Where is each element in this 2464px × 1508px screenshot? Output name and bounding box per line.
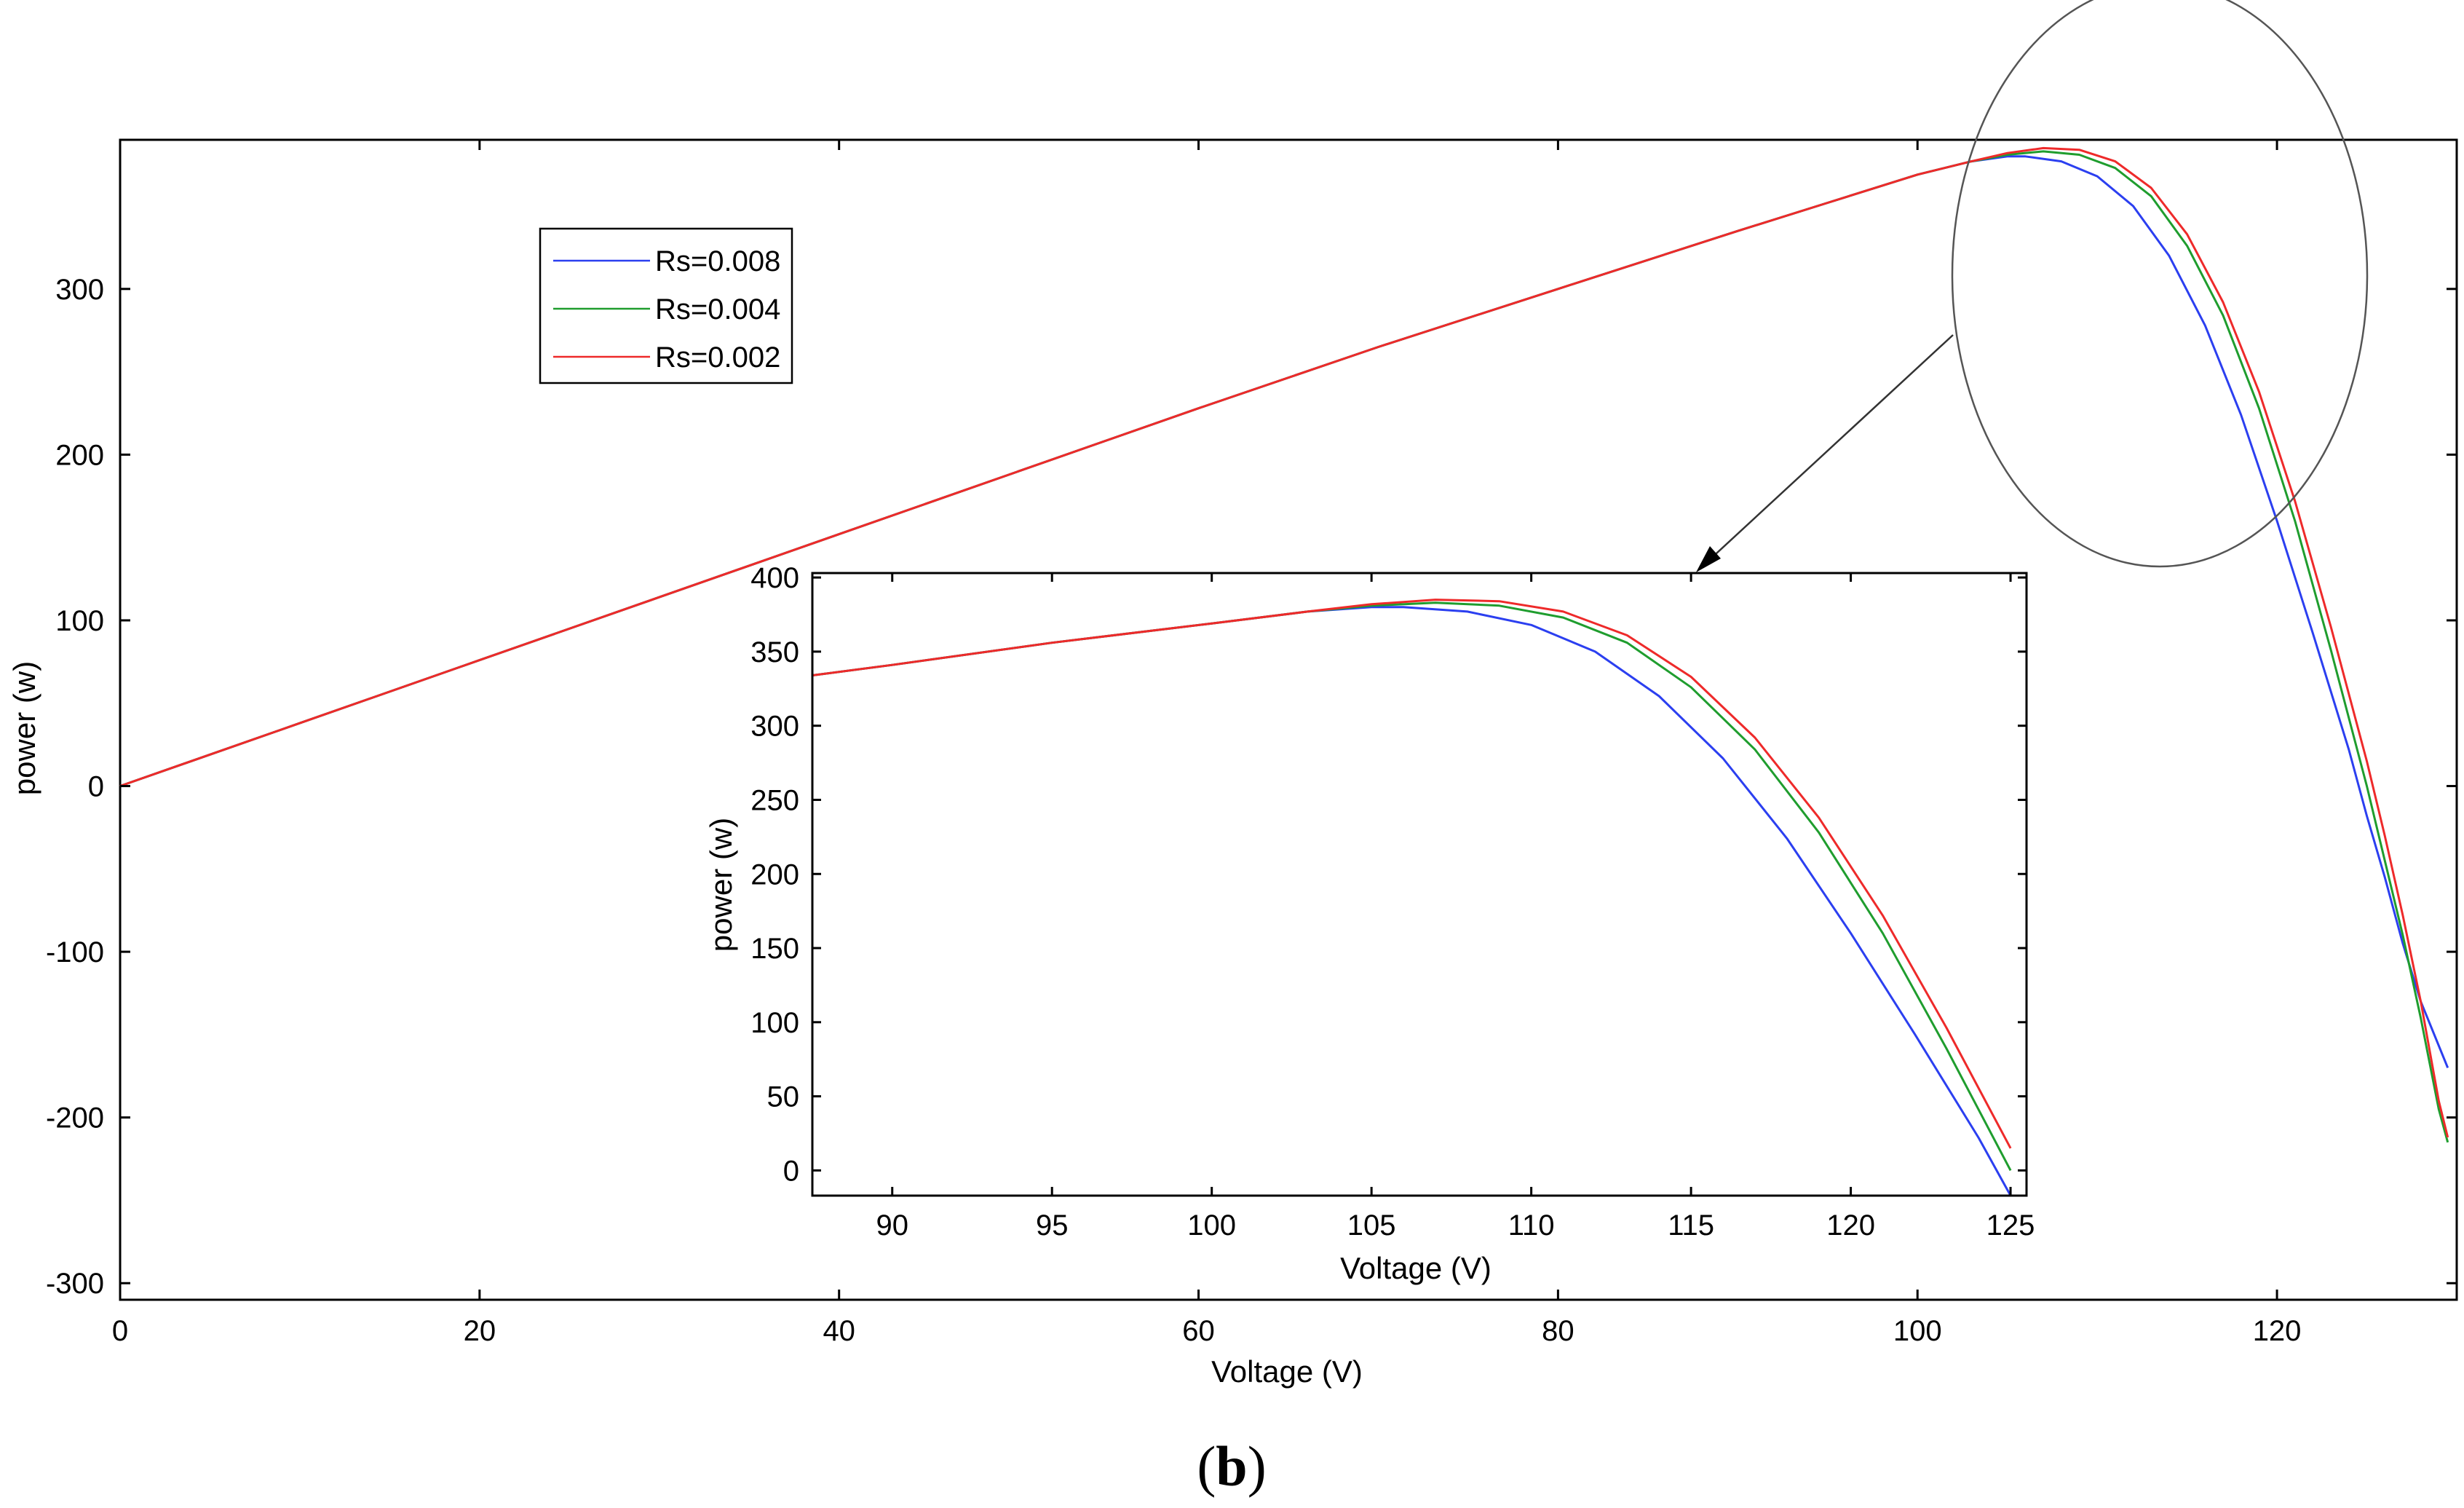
main-y-axis-label: power (w) bbox=[7, 661, 41, 795]
inset-y-tick-label: 250 bbox=[750, 784, 799, 816]
inset-x-tick-label: 120 bbox=[1826, 1209, 1875, 1241]
inset-y-tick-label: 100 bbox=[750, 1007, 799, 1039]
inset-series-rs-0-002 bbox=[812, 599, 2012, 1149]
figure-caption: (b) bbox=[1197, 1434, 1266, 1498]
inset-y-tick-label: 200 bbox=[750, 858, 799, 891]
inset-y-tick-label: 350 bbox=[750, 636, 799, 668]
main-x-tick-label: 0 bbox=[112, 1315, 128, 1347]
main-x-tick-label: 80 bbox=[1542, 1315, 1574, 1347]
main-y-tick-label: -300 bbox=[46, 1268, 104, 1300]
main-y-tick-label: 300 bbox=[55, 274, 104, 306]
main-y-tick-label: 0 bbox=[88, 771, 104, 803]
inset-y-tick-label: 400 bbox=[750, 562, 799, 594]
main-y-tick-label: -100 bbox=[46, 936, 104, 968]
inset-series-group bbox=[812, 599, 2012, 1196]
main-plot-frame bbox=[119, 138, 2458, 1301]
legend-label-rs-0004: Rs=0.004 bbox=[655, 293, 780, 325]
inset-x-tick-label: 100 bbox=[1187, 1209, 1236, 1241]
main-y-tick-label: 100 bbox=[55, 605, 104, 637]
main-chart: 0 20 40 60 80 100 120 -300 -200 -100 0 100 200 300 Vo… bbox=[7, 138, 2458, 1389]
inset-x-tick-label: 115 bbox=[1668, 1209, 1714, 1241]
inset-y-axis-label: power (w) bbox=[704, 818, 738, 952]
inset-x-tick-label: 110 bbox=[1508, 1209, 1555, 1241]
inset-y-tick-label: 0 bbox=[783, 1155, 799, 1187]
main-y-tick-label: -200 bbox=[46, 1102, 104, 1134]
main-ticks: 0 20 40 60 80 100 120 -300 -200 -100 0 100 200 300 bbox=[46, 140, 2457, 1347]
inset-x-tick-label: 95 bbox=[1036, 1209, 1069, 1241]
main-series-rs-0-002 bbox=[119, 146, 2449, 1138]
inset-x-tick-label: 105 bbox=[1347, 1209, 1396, 1241]
inset-y-tick-label: 300 bbox=[750, 711, 799, 743]
inset-chart: 90 95 100 105 110 115 120 125 0 50 100 150 200 250 300… bbox=[704, 562, 2035, 1285]
inset-x-tick-label: 90 bbox=[876, 1209, 908, 1241]
legend: Rs=0.008 Rs=0.004 Rs=0.002 bbox=[539, 227, 793, 384]
inset-x-tick-label: 125 bbox=[1986, 1209, 2035, 1241]
main-y-tick-label: 200 bbox=[55, 439, 104, 471]
inset-plot-frame bbox=[811, 572, 2028, 1197]
main-x-tick-label: 120 bbox=[2253, 1315, 2302, 1347]
inset-x-axis-label: Voltage (V) bbox=[1340, 1251, 1492, 1285]
inset-ticks: 90 95 100 105 110 115 120 125 0 50 100 150 200 250 300… bbox=[750, 562, 2035, 1241]
main-x-tick-label: 40 bbox=[823, 1315, 855, 1347]
inset-y-tick-label: 50 bbox=[767, 1081, 800, 1113]
zoom-arrow bbox=[1696, 334, 1954, 572]
main-x-axis-label: Voltage (V) bbox=[1211, 1354, 1363, 1389]
main-series-group bbox=[119, 146, 2449, 1143]
main-x-tick-label: 100 bbox=[1893, 1315, 1942, 1347]
inset-plot-background bbox=[812, 573, 2027, 1196]
legend-label-rs-0002: Rs=0.002 bbox=[655, 342, 780, 374]
zoom-highlight-ellipse bbox=[1951, 0, 2369, 568]
main-x-tick-label: 20 bbox=[464, 1315, 496, 1347]
legend-label-rs-0008: Rs=0.008 bbox=[655, 245, 780, 277]
inset-y-tick-label: 150 bbox=[750, 933, 799, 965]
main-x-tick-label: 60 bbox=[1182, 1315, 1215, 1347]
